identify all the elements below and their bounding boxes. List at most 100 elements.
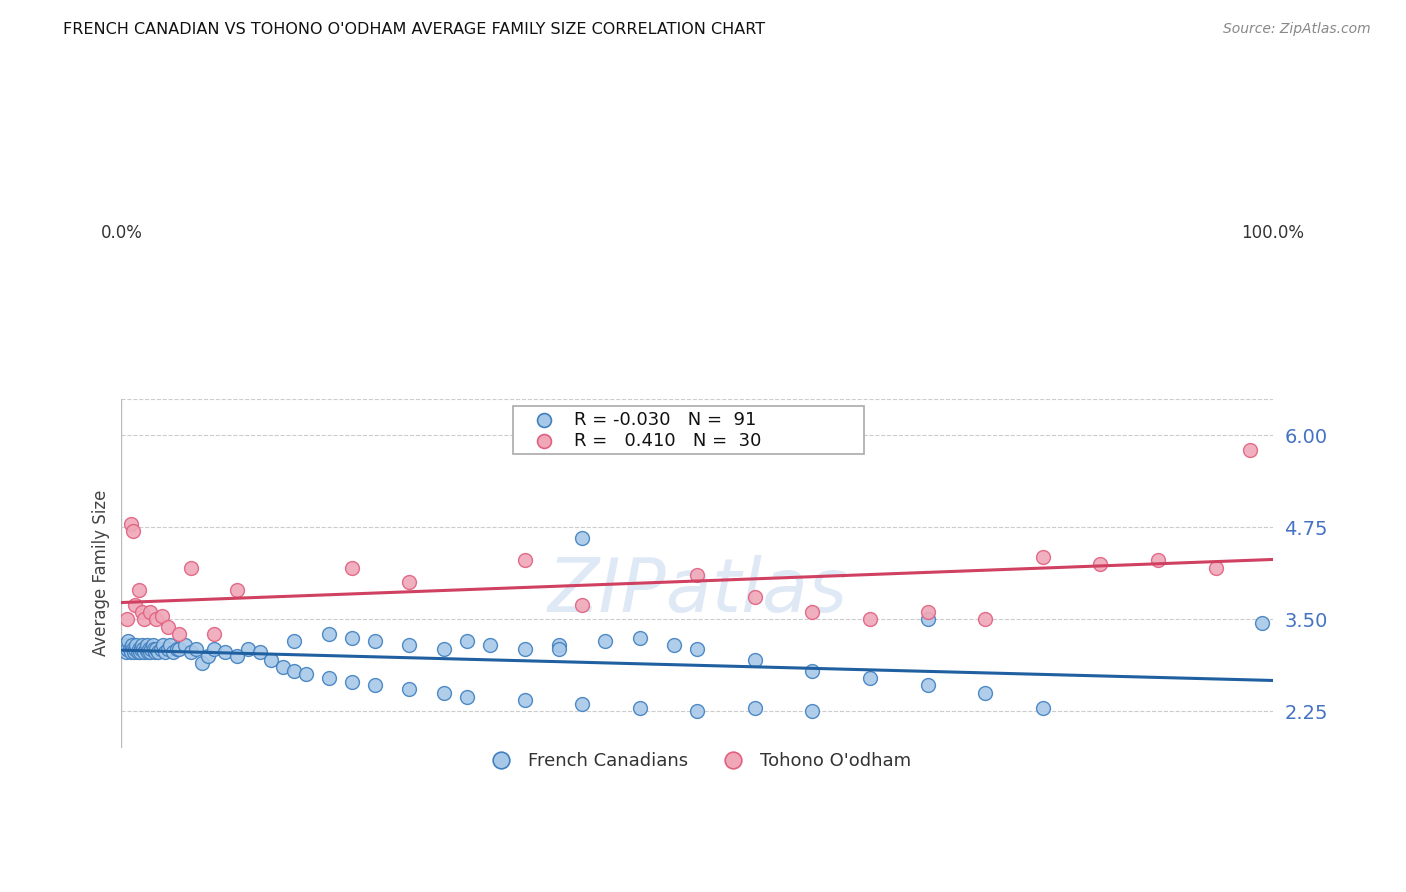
Point xyxy=(456,690,478,704)
Point xyxy=(112,641,135,656)
Point xyxy=(917,612,939,626)
Point xyxy=(571,532,593,546)
Point xyxy=(859,671,882,685)
Point xyxy=(156,641,179,656)
Point xyxy=(148,645,170,659)
Point xyxy=(118,641,141,656)
Point xyxy=(744,700,766,714)
Point xyxy=(134,612,156,626)
Point xyxy=(686,641,709,656)
Point xyxy=(138,641,160,656)
Point xyxy=(114,638,136,652)
Point xyxy=(340,674,363,689)
Point xyxy=(801,704,824,718)
Point xyxy=(117,634,139,648)
Point xyxy=(186,641,208,656)
Point xyxy=(156,620,179,634)
Point xyxy=(801,605,824,619)
Point xyxy=(478,638,501,652)
Point xyxy=(548,638,571,652)
Point xyxy=(173,638,195,652)
Point xyxy=(134,645,156,659)
Point xyxy=(152,638,174,652)
Point xyxy=(127,645,149,659)
Point xyxy=(294,667,316,681)
Point xyxy=(124,641,146,656)
Point xyxy=(686,704,709,718)
Point xyxy=(143,645,166,659)
Point xyxy=(513,553,536,567)
Point xyxy=(159,638,181,652)
Text: 100.0%: 100.0% xyxy=(1241,224,1305,242)
Point xyxy=(1147,553,1170,567)
Point xyxy=(139,645,162,659)
Point xyxy=(197,649,219,664)
Point xyxy=(548,641,571,656)
Point xyxy=(141,641,163,656)
Point xyxy=(128,645,150,659)
Point xyxy=(120,645,142,659)
Point xyxy=(628,700,651,714)
Point xyxy=(1205,561,1227,575)
Point xyxy=(801,664,824,678)
Point xyxy=(225,582,247,597)
Point xyxy=(1032,700,1054,714)
Point xyxy=(131,605,153,619)
Point xyxy=(398,638,420,652)
Point xyxy=(283,634,305,648)
Point xyxy=(167,641,190,656)
Point xyxy=(153,645,176,659)
Point xyxy=(283,664,305,678)
Point xyxy=(513,693,536,707)
Point xyxy=(131,638,153,652)
Point xyxy=(135,641,157,656)
Point xyxy=(180,645,202,659)
Point xyxy=(364,678,387,692)
Point xyxy=(141,638,163,652)
Point xyxy=(513,641,536,656)
Text: Source: ZipAtlas.com: Source: ZipAtlas.com xyxy=(1223,22,1371,37)
Point xyxy=(145,641,167,656)
Point xyxy=(571,697,593,711)
Point xyxy=(139,605,162,619)
Point xyxy=(115,612,138,626)
Point xyxy=(744,653,766,667)
Point xyxy=(115,645,138,659)
Point xyxy=(686,568,709,582)
Point xyxy=(271,660,294,674)
Point xyxy=(249,645,271,659)
Point xyxy=(917,678,939,692)
Point xyxy=(318,627,340,641)
Point xyxy=(125,638,148,652)
Point xyxy=(162,645,184,659)
Point xyxy=(142,641,165,656)
Point xyxy=(433,686,456,700)
Point xyxy=(214,645,236,659)
Point xyxy=(136,645,159,659)
Text: ZIPatlas: ZIPatlas xyxy=(547,555,848,627)
Point xyxy=(398,575,420,590)
Point xyxy=(191,657,214,671)
Y-axis label: Average Family Size: Average Family Size xyxy=(93,490,110,657)
Point xyxy=(202,627,225,641)
Text: FRENCH CANADIAN VS TOHONO O'ODHAM AVERAGE FAMILY SIZE CORRELATION CHART: FRENCH CANADIAN VS TOHONO O'ODHAM AVERAG… xyxy=(63,22,765,37)
Point xyxy=(744,591,766,605)
Point xyxy=(124,598,146,612)
Point xyxy=(917,605,939,619)
Point xyxy=(166,641,188,656)
Point xyxy=(122,645,145,659)
Point xyxy=(340,561,363,575)
Point xyxy=(129,641,152,656)
Point xyxy=(571,598,593,612)
Point xyxy=(225,649,247,664)
Point xyxy=(364,634,387,648)
Point xyxy=(149,641,172,656)
Point xyxy=(115,641,138,656)
Point xyxy=(128,582,150,597)
Point xyxy=(180,561,202,575)
Point xyxy=(398,682,420,697)
Point xyxy=(135,638,157,652)
Point xyxy=(236,641,259,656)
Point xyxy=(340,631,363,645)
Point xyxy=(1239,443,1261,458)
